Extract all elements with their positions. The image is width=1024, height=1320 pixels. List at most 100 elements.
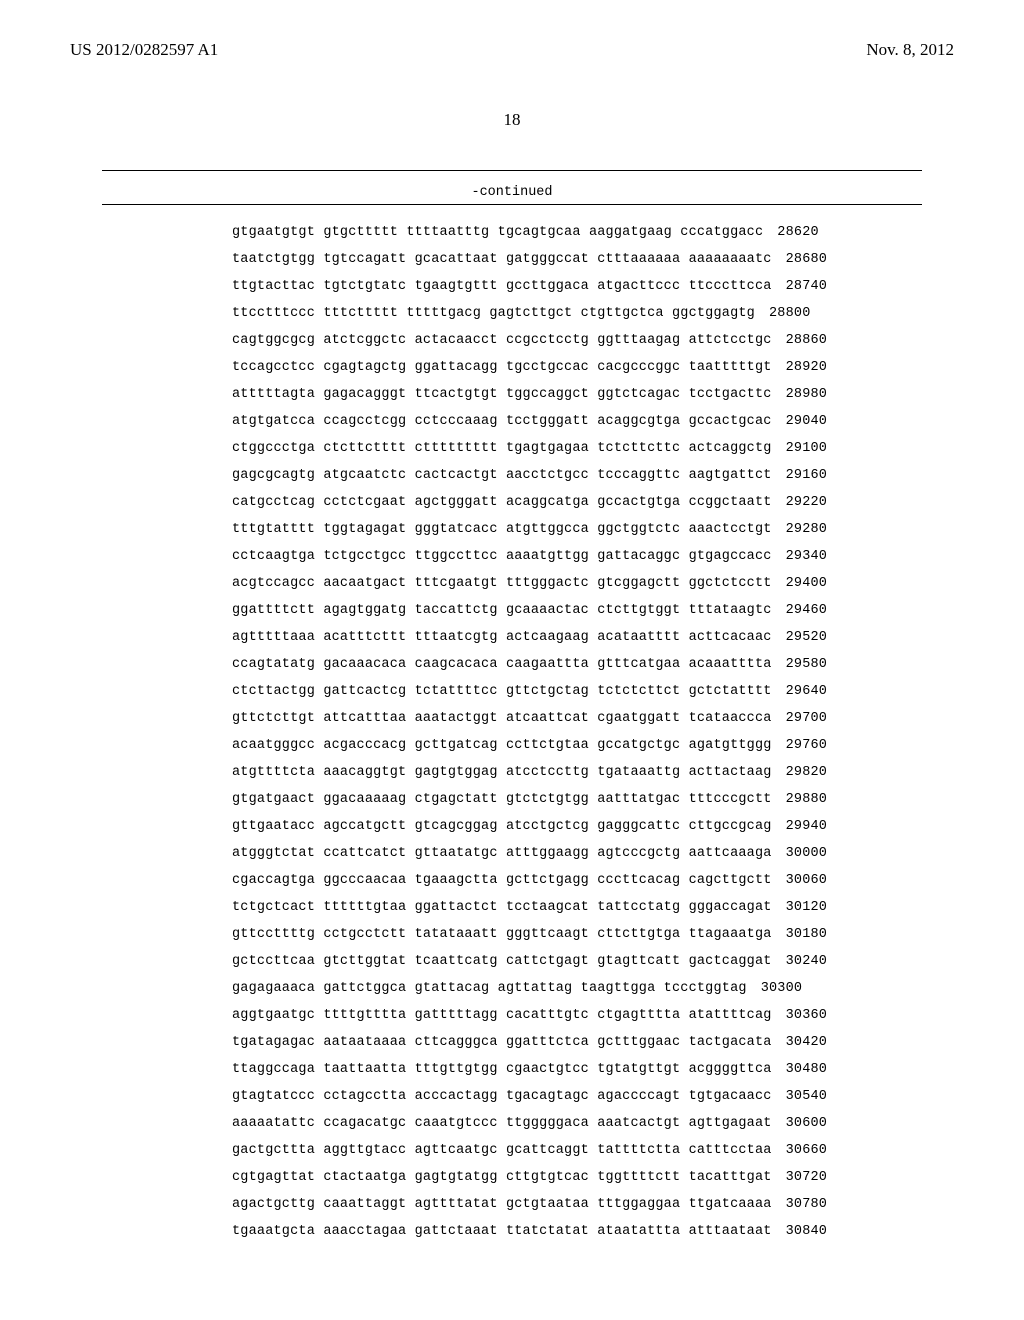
sequence-text: agtttttaaa acatttcttt tttaatcgtg actcaag… xyxy=(232,624,772,651)
sequence-row: gttccttttg cctgcctctt tatataaatt gggttca… xyxy=(232,921,792,948)
sequence-pos: 29400 xyxy=(772,570,828,597)
sequence-pos: 29280 xyxy=(772,516,828,543)
sequence-row: gtagtatccc cctagcctta acccactagg tgacagt… xyxy=(232,1083,792,1110)
pub-date: Nov. 8, 2012 xyxy=(866,40,954,60)
sequence-row: cgaccagtga ggcccaacaa tgaaagctta gcttctg… xyxy=(232,867,792,894)
sequence-text: ttgtacttac tgtctgtatc tgaagtgttt gccttgg… xyxy=(232,273,772,300)
sequence-text: gtagtatccc cctagcctta acccactagg tgacagt… xyxy=(232,1083,772,1110)
sequence-pos: 29940 xyxy=(772,813,828,840)
sequence-pos: 29040 xyxy=(772,408,828,435)
sequence-row: gtgaatgtgt gtgcttttt ttttaatttg tgcagtgc… xyxy=(232,219,792,246)
sequence-pos: 29340 xyxy=(772,543,828,570)
sequence-row: ttgtacttac tgtctgtatc tgaagtgttt gccttgg… xyxy=(232,273,792,300)
sequence-pos: 29520 xyxy=(772,624,828,651)
sequence-pos: 30060 xyxy=(772,867,828,894)
sequence-pos: 30660 xyxy=(772,1137,828,1164)
sequence-text: gtgatgaact ggacaaaaag ctgagctatt gtctctg… xyxy=(232,786,772,813)
sequence-text: ctcttactgg gattcactcg tctattttcc gttctgc… xyxy=(232,678,772,705)
sequence-row: agtttttaaa acatttcttt tttaatcgtg actcaag… xyxy=(232,624,792,651)
continued-label: -continued xyxy=(242,185,782,200)
sequence-row: ctcttactgg gattcactcg tctattttcc gttctgc… xyxy=(232,678,792,705)
sequence-text: aggtgaatgc ttttgtttta gatttttagg cacattt… xyxy=(232,1002,772,1029)
sequence-row: gttgaatacc agccatgctt gtcagcggag atcctgc… xyxy=(232,813,792,840)
sequence-row: ccagtatatg gacaaacaca caagcacaca caagaat… xyxy=(232,651,792,678)
sequence-text: tctgctcact ttttttgtaa ggattactct tcctaag… xyxy=(232,894,772,921)
sequence-pos: 28620 xyxy=(763,219,819,246)
sequence-pos: 30600 xyxy=(772,1110,828,1137)
sequence-row: ctggccctga ctcttctttt cttttttttt tgagtga… xyxy=(232,435,792,462)
sequence-text: cgtgagttat ctactaatga gagtgtatgg cttgtgt… xyxy=(232,1164,772,1191)
sequence-text: gttctcttgt attcatttaa aaatactggt atcaatt… xyxy=(232,705,772,732)
sequence-pos: 30720 xyxy=(772,1164,828,1191)
sequence-row: gtgatgaact ggacaaaaag ctgagctatt gtctctg… xyxy=(232,786,792,813)
rule-under-continued xyxy=(102,204,922,205)
sequence-row: gactgcttta aggttgtacc agttcaatgc gcattca… xyxy=(232,1137,792,1164)
sequence-pos: 30240 xyxy=(772,948,828,975)
sequence-row: cgtgagttat ctactaatga gagtgtatgg cttgtgt… xyxy=(232,1164,792,1191)
sequence-row: cctcaagtga tctgcctgcc ttggccttcc aaaatgt… xyxy=(232,543,792,570)
sequence-pos: 29880 xyxy=(772,786,828,813)
sequence-text: ggattttctt agagtggatg taccattctg gcaaaac… xyxy=(232,597,772,624)
sequence-pos: 30360 xyxy=(772,1002,828,1029)
page: US 2012/0282597 A1 Nov. 8, 2012 18 -cont… xyxy=(0,0,1024,1320)
sequence-row: ttaggccaga taattaatta tttgttgtgg cgaactg… xyxy=(232,1056,792,1083)
sequence-pos: 29820 xyxy=(772,759,828,786)
sequence-text: gagagaaaca gattctggca gtattacag agttatta… xyxy=(232,975,747,1002)
sequence-pos: 29640 xyxy=(772,678,828,705)
sequence-text: aaaaatattc ccagacatgc caaatgtccc ttggggg… xyxy=(232,1110,772,1137)
sequence-text: gactgcttta aggttgtacc agttcaatgc gcattca… xyxy=(232,1137,772,1164)
sequence-text: tgatagagac aataataaaa cttcagggca ggatttc… xyxy=(232,1029,772,1056)
sequence-row: ggattttctt agagtggatg taccattctg gcaaaac… xyxy=(232,597,792,624)
sequence-pos: 30840 xyxy=(772,1218,828,1245)
sequence-row: tgaaatgcta aaacctagaa gattctaaat ttatcta… xyxy=(232,1218,792,1245)
sequence-pos: 30000 xyxy=(772,840,828,867)
sequence-text: agactgcttg caaattaggt agttttatat gctgtaa… xyxy=(232,1191,772,1218)
sequence-pos: 29220 xyxy=(772,489,828,516)
sequence-pos: 29460 xyxy=(772,597,828,624)
sequence-row: gttctcttgt attcatttaa aaatactggt atcaatt… xyxy=(232,705,792,732)
sequence-text: taatctgtgg tgtccagatt gcacattaat gatgggc… xyxy=(232,246,772,273)
sequence-text: gctccttcaa gtcttggtat tcaattcatg cattctg… xyxy=(232,948,772,975)
rule-top xyxy=(102,170,922,171)
sequence-pos: 28740 xyxy=(772,273,828,300)
sequence-row: gctccttcaa gtcttggtat tcaattcatg cattctg… xyxy=(232,948,792,975)
sequence-pos: 29700 xyxy=(772,705,828,732)
sequence-row: atgtgatcca ccagcctcgg cctcccaaag tcctggg… xyxy=(232,408,792,435)
sequence-row: atgttttcta aaacaggtgt gagtgtggag atcctcc… xyxy=(232,759,792,786)
sequence-row: cagtggcgcg atctcggctc actacaacct ccgcctc… xyxy=(232,327,792,354)
sequence-pos: 30300 xyxy=(747,975,803,1002)
sequence-pos: 30480 xyxy=(772,1056,828,1083)
sequence-pos: 28800 xyxy=(755,300,811,327)
page-number: 18 xyxy=(70,110,954,130)
sequence-row: acgtccagcc aacaatgact tttcgaatgt tttggga… xyxy=(232,570,792,597)
sequence-pos: 28920 xyxy=(772,354,828,381)
sequence-text: tttgtatttt tggtagagat gggtatcacc atgttgg… xyxy=(232,516,772,543)
sequence-text: atgtgatcca ccagcctcgg cctcccaaag tcctggg… xyxy=(232,408,772,435)
sequence-pos: 30180 xyxy=(772,921,828,948)
sequence-pos: 29580 xyxy=(772,651,828,678)
sequence-pos: 28680 xyxy=(772,246,828,273)
sequence-row: gagagaaaca gattctggca gtattacag agttatta… xyxy=(232,975,792,1002)
sequence-text: cgaccagtga ggcccaacaa tgaaagctta gcttctg… xyxy=(232,867,772,894)
sequence-row: ttcctttccc tttcttttt tttttgacg gagtcttgc… xyxy=(232,300,792,327)
sequence-row: aggtgaatgc ttttgtttta gatttttagg cacattt… xyxy=(232,1002,792,1029)
sequence-text: gagcgcagtg atgcaatctc cactcactgt aacctct… xyxy=(232,462,772,489)
sequence-text: tccagcctcc cgagtagctg ggattacagg tgcctgc… xyxy=(232,354,772,381)
sequence-text: ttaggccaga taattaatta tttgttgtgg cgaactg… xyxy=(232,1056,772,1083)
sequence-row: tccagcctcc cgagtagctg ggattacagg tgcctgc… xyxy=(232,354,792,381)
sequence-row: gagcgcagtg atgcaatctc cactcactgt aacctct… xyxy=(232,462,792,489)
sequence-text: gttgaatacc agccatgctt gtcagcggag atcctgc… xyxy=(232,813,772,840)
sequence-pos: 29160 xyxy=(772,462,828,489)
sequence-text: catgcctcag cctctcgaat agctgggatt acaggca… xyxy=(232,489,772,516)
sequence-pos: 28860 xyxy=(772,327,828,354)
sequence-text: cctcaagtga tctgcctgcc ttggccttcc aaaatgt… xyxy=(232,543,772,570)
sequence-row: tttgtatttt tggtagagat gggtatcacc atgttgg… xyxy=(232,516,792,543)
sequence-pos: 28980 xyxy=(772,381,828,408)
sequence-text: gttccttttg cctgcctctt tatataaatt gggttca… xyxy=(232,921,772,948)
sequence-text: cagtggcgcg atctcggctc actacaacct ccgcctc… xyxy=(232,327,772,354)
sequence-row: tgatagagac aataataaaa cttcagggca ggatttc… xyxy=(232,1029,792,1056)
sequence-row: catgcctcag cctctcgaat agctgggatt acaggca… xyxy=(232,489,792,516)
sequence-row: atgggtctat ccattcatct gttaatatgc atttgga… xyxy=(232,840,792,867)
sequence-row: tctgctcact ttttttgtaa ggattactct tcctaag… xyxy=(232,894,792,921)
sequence-row: aaaaatattc ccagacatgc caaatgtccc ttggggg… xyxy=(232,1110,792,1137)
